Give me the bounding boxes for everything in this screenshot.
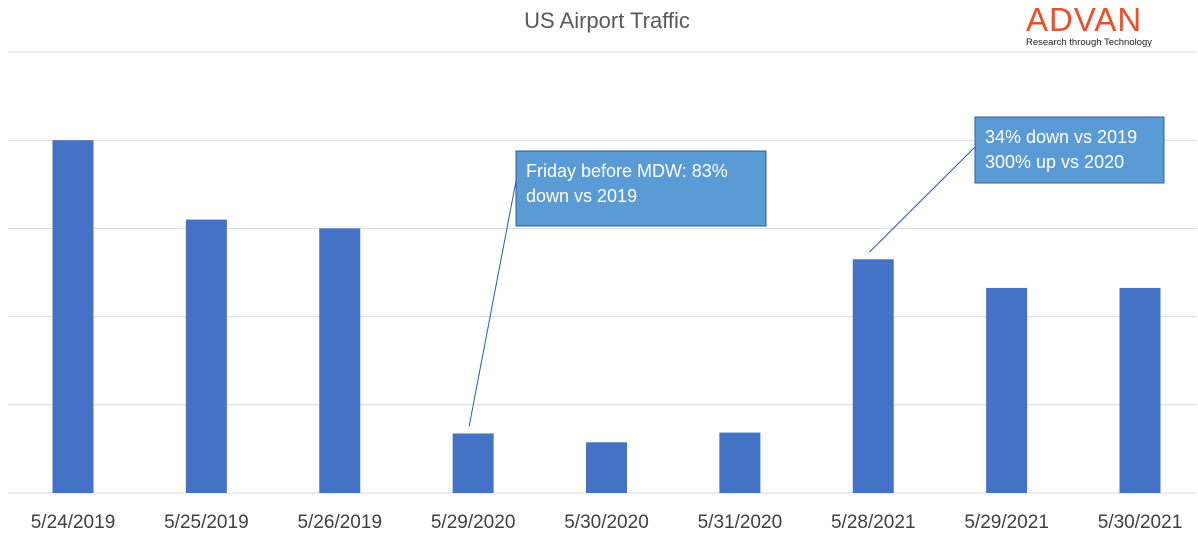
x-tick-label: 5/30/2021 [1098, 512, 1183, 533]
bar [52, 140, 94, 493]
x-tick-label: 5/30/2020 [564, 512, 649, 533]
bar [719, 432, 761, 493]
annotation-box [515, 150, 767, 227]
x-tick-label: 5/28/2021 [831, 512, 916, 533]
x-tick-label: 5/26/2019 [297, 512, 382, 533]
x-tick-label: 5/31/2020 [698, 512, 783, 533]
annotation-text: 34% down vs 2019 [985, 127, 1137, 147]
bar [319, 228, 361, 493]
x-tick-label: 5/29/2021 [964, 512, 1049, 533]
bar [452, 433, 494, 493]
x-tick-label: 5/24/2019 [31, 512, 116, 533]
annotation-leader-line [468, 180, 517, 427]
chart-title: US Airport Traffic [524, 8, 690, 33]
advan-logo: ADVAN Research through Technology [1026, 1, 1152, 48]
annotation-text: down vs 2019 [526, 186, 637, 206]
x-tick-label: 5/29/2020 [431, 512, 516, 533]
logo-tagline: Research through Technology [1026, 37, 1152, 48]
annotations: Friday before MDW: 83% down vs 2019 34% do… [468, 116, 1165, 427]
bar [185, 219, 227, 493]
annotation-leader-line [868, 146, 976, 253]
annotation-box [974, 116, 1165, 184]
bar [986, 287, 1028, 493]
logo-name: ADVAN [1026, 1, 1142, 38]
annotation-text: Friday before MDW: 83% [526, 161, 728, 181]
x-tick-labels: 5/24/2019 5/25/2019 5/26/2019 5/29/2020 5/30… [31, 512, 1183, 533]
x-tick-label: 5/25/2019 [164, 512, 249, 533]
bars [52, 140, 1161, 493]
bar [852, 259, 894, 493]
bar [1119, 287, 1161, 493]
annotation-text: 300% up vs 2020 [985, 152, 1124, 172]
bar [586, 442, 627, 493]
